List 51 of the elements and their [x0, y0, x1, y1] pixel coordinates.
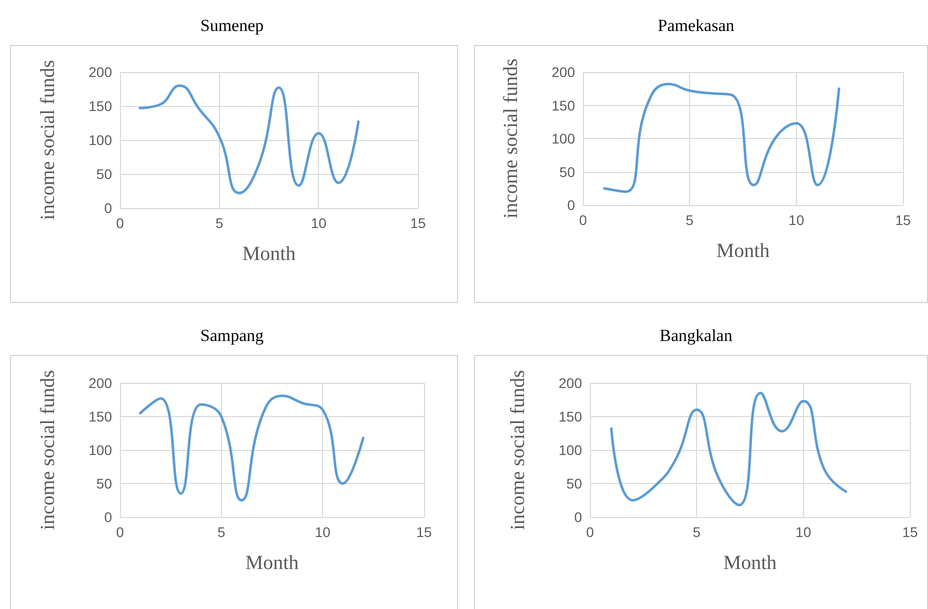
x-tick-label: 0 [116, 524, 124, 540]
line-series [610, 392, 848, 506]
y-tick-label: 100 [88, 442, 112, 458]
y-tick-label: 150 [558, 408, 582, 424]
y-tick-label: 0 [104, 200, 112, 216]
chart-title: Sampang [200, 326, 264, 345]
line-series [603, 82, 840, 193]
chart-title: Bangkalan [660, 326, 733, 345]
y-tick-label: 200 [88, 64, 112, 80]
chart-title: Pamekasan [658, 16, 735, 35]
x-tick-label: 5 [215, 215, 224, 231]
y-axis-title: income social funds [507, 370, 529, 530]
x-tick-label: 5 [686, 212, 694, 228]
y-tick-label: 50 [96, 166, 112, 182]
y-tick-label: 100 [88, 132, 112, 148]
y-tick-label: 50 [566, 476, 582, 492]
y-tick-label: 0 [567, 197, 576, 213]
x-tick-label: 15 [416, 524, 432, 540]
x-tick-label: 15 [410, 215, 426, 231]
y-tick-label: 0 [104, 509, 112, 525]
x-tick-label: 10 [796, 524, 812, 540]
x-axis-title: Month [245, 552, 299, 574]
chart-title: Sumenep [200, 16, 264, 35]
y-axis-title: income social funds [37, 370, 59, 530]
y-tick-label: 200 [558, 375, 582, 391]
x-tick-label: 0 [586, 524, 594, 540]
y-tick-label: 150 [88, 408, 112, 424]
x-tick-label: 5 [217, 524, 226, 540]
y-tick-label: 200 [88, 375, 112, 391]
line-series [138, 84, 360, 194]
y-tick-label: 50 [559, 164, 576, 180]
x-tick-label: 15 [902, 524, 918, 540]
y-tick-label: 100 [552, 130, 576, 146]
y-tick-label: 150 [88, 98, 112, 114]
x-tick-label: 10 [788, 212, 804, 228]
y-tick-label: 200 [552, 64, 576, 80]
x-tick-label: 15 [895, 212, 911, 228]
x-tick-label: 5 [692, 524, 701, 540]
line-series [139, 394, 364, 502]
y-tick-label: 0 [574, 509, 582, 525]
y-tick-label: 150 [552, 97, 576, 114]
x-tick-label: 10 [310, 215, 327, 231]
x-axis-title: Month [716, 240, 770, 262]
y-tick-label: 50 [96, 476, 112, 492]
y-tick-label: 100 [558, 442, 582, 458]
y-axis-title: income social funds [500, 58, 522, 218]
x-axis-title: Month [242, 243, 296, 265]
x-tick-label: 0 [116, 215, 124, 231]
x-axis-title: Month [723, 552, 777, 574]
x-tick-label: 10 [314, 524, 331, 540]
y-axis-title: income social funds [37, 60, 59, 220]
